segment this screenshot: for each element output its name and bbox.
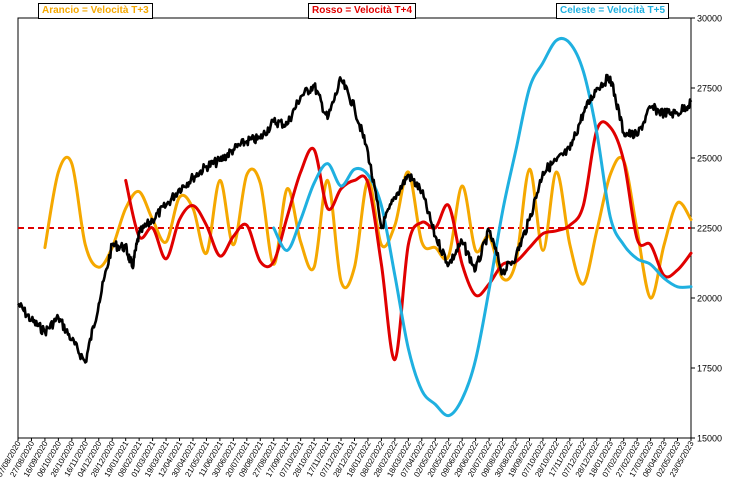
y-tick-label: 17500 bbox=[697, 364, 722, 374]
price-line bbox=[17, 73, 693, 364]
y-tick-label: 25000 bbox=[697, 154, 722, 164]
legend-arancio: Arancio = Velocità T+3 bbox=[38, 3, 153, 19]
y-tick-label: 27500 bbox=[697, 84, 722, 94]
y-tick-label: 20000 bbox=[697, 294, 722, 304]
y-tick-label: 22500 bbox=[697, 224, 722, 234]
x-axis: 07/08/202027/08/202016/09/202006/10/2020… bbox=[0, 438, 696, 479]
y-tick-label: 30000 bbox=[697, 14, 722, 24]
series-line-celeste bbox=[272, 36, 693, 418]
legend-celeste: Celeste = Velocità T+5 bbox=[556, 3, 670, 19]
y-tick-label: 15000 bbox=[697, 434, 722, 444]
y-axis: 15000 17500 20000 22500 25000 27500 30000 bbox=[691, 14, 722, 444]
series-layer bbox=[17, 36, 693, 418]
legend-rosso: Rosso = Velocità T+4 bbox=[308, 3, 417, 19]
